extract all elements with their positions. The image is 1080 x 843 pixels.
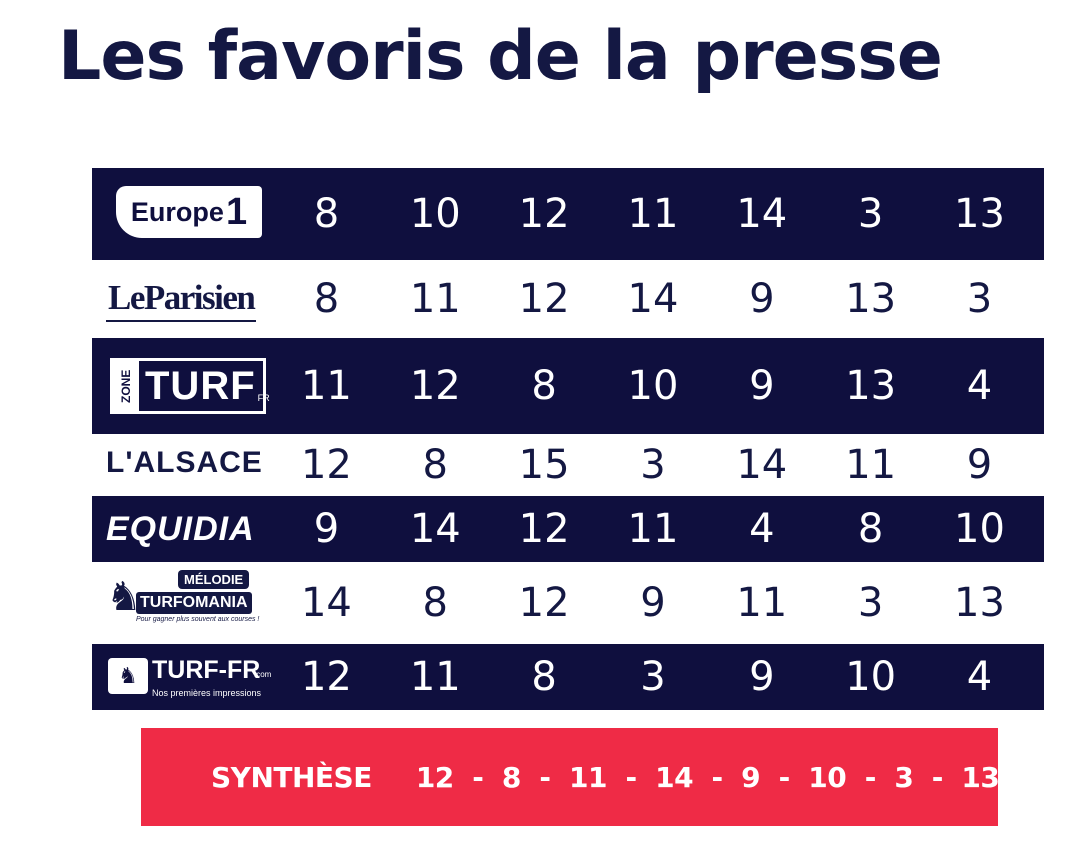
favorite-number: 11 <box>627 506 679 552</box>
favorite-number: 12 <box>300 654 352 700</box>
favorite-number: 10 <box>409 191 461 237</box>
zone-turf-logo: ZONE TURF FR <box>92 338 272 434</box>
favorite-number: 3 <box>966 276 993 322</box>
favorite-number: 10 <box>845 654 897 700</box>
favorite-number: 9 <box>749 276 775 322</box>
favorite-number: 14 <box>300 580 352 626</box>
favorite-number: 4 <box>966 654 993 700</box>
horse-rider-icon: ♞ <box>106 575 142 619</box>
table-row-europe1: Europe 1 8 10 12 11 14 3 13 <box>92 168 1044 260</box>
table-row-equidia: EQUIDIA 9 14 12 11 4 8 10 <box>92 496 1044 562</box>
favorite-number: 3 <box>640 442 666 488</box>
favorite-number: 9 <box>313 506 340 552</box>
favorite-number: 9 <box>640 580 666 626</box>
table-row-turfomania: ♞ MÉLODIE TURFOMANIA Pour gagner plus so… <box>92 562 1044 644</box>
table-row-turf-fr: ♞ TURF-FR .com Nos premières impressions… <box>92 644 1044 710</box>
favorite-number: 3 <box>857 191 884 237</box>
europe1-logo: Europe 1 <box>92 168 272 260</box>
favorite-number: 8 <box>531 363 557 409</box>
favorite-number: 14 <box>736 442 788 488</box>
favorite-number: 8 <box>422 442 448 488</box>
favorite-number: 14 <box>736 191 788 237</box>
favorite-number: 12 <box>518 191 570 237</box>
favorite-number: 11 <box>300 363 352 409</box>
favorite-number: 10 <box>627 363 679 409</box>
synthese-sequence: 12 - 8 - 11 - 14 - 9 - 10 - 3 - 13 <box>415 760 1000 794</box>
favorite-number: 12 <box>518 506 570 552</box>
favorite-number: 12 <box>300 442 352 488</box>
table-row-alsace: L'ALSACE 12 8 15 3 14 11 9 <box>92 434 1044 496</box>
favorite-number: 8 <box>313 191 340 237</box>
table-row-zone-turf: ZONE TURF FR 11 12 8 10 9 13 4 <box>92 338 1044 434</box>
favorite-number: 11 <box>627 191 679 237</box>
alsace-logo: L'ALSACE <box>106 446 263 479</box>
favorite-number: 14 <box>409 506 461 552</box>
favorite-number: 3 <box>640 654 666 700</box>
favorite-number: 4 <box>749 506 775 552</box>
favorite-number: 12 <box>518 276 570 322</box>
favorite-number: 8 <box>531 654 557 700</box>
favorite-number: 10 <box>954 506 1005 552</box>
table-row-le-parisien: LeParisien 8 11 12 14 9 13 3 <box>92 260 1044 338</box>
favorite-number: 12 <box>409 363 461 409</box>
favorite-number: 8 <box>422 580 448 626</box>
favorite-number: 11 <box>409 276 461 322</box>
favorite-number: 14 <box>627 276 679 322</box>
favorite-number: 9 <box>749 363 775 409</box>
favorite-number: 3 <box>857 580 884 626</box>
favorite-number: 13 <box>954 580 1005 626</box>
favorite-number: 12 <box>518 580 570 626</box>
favorite-number: 8 <box>313 276 340 322</box>
favorite-number: 4 <box>966 363 993 409</box>
favorite-number: 13 <box>845 363 897 409</box>
le-parisien-logo: LeParisien <box>92 260 272 338</box>
favorite-number: 15 <box>518 442 570 488</box>
favorite-number: 9 <box>966 442 993 488</box>
horse-racing-icon: ♞ <box>108 658 148 694</box>
page-title: Les favoris de la presse <box>58 17 943 96</box>
turfomania-logo: ♞ MÉLODIE TURFOMANIA Pour gagner plus so… <box>106 570 260 623</box>
favorite-number: 8 <box>857 506 884 552</box>
favorite-number: 11 <box>409 654 461 700</box>
favorite-number: 13 <box>845 276 897 322</box>
synthese-label: SYNTHÈSE <box>211 760 372 794</box>
turf-fr-logo: ♞ TURF-FR .com Nos premières impressions <box>92 644 272 710</box>
equidia-logo: EQUIDIA <box>106 510 255 548</box>
synthese-banner: SYNTHÈSE 12 - 8 - 11 - 14 - 9 - 10 - 3 -… <box>141 728 1000 826</box>
press-favorites-table: Europe 1 8 10 12 11 14 3 13 LeParisien 8 … <box>92 168 1044 710</box>
favorite-number: 13 <box>954 191 1005 237</box>
favorite-number: 11 <box>736 580 788 626</box>
favorite-number: 11 <box>845 442 897 488</box>
favorite-number: 9 <box>749 654 775 700</box>
